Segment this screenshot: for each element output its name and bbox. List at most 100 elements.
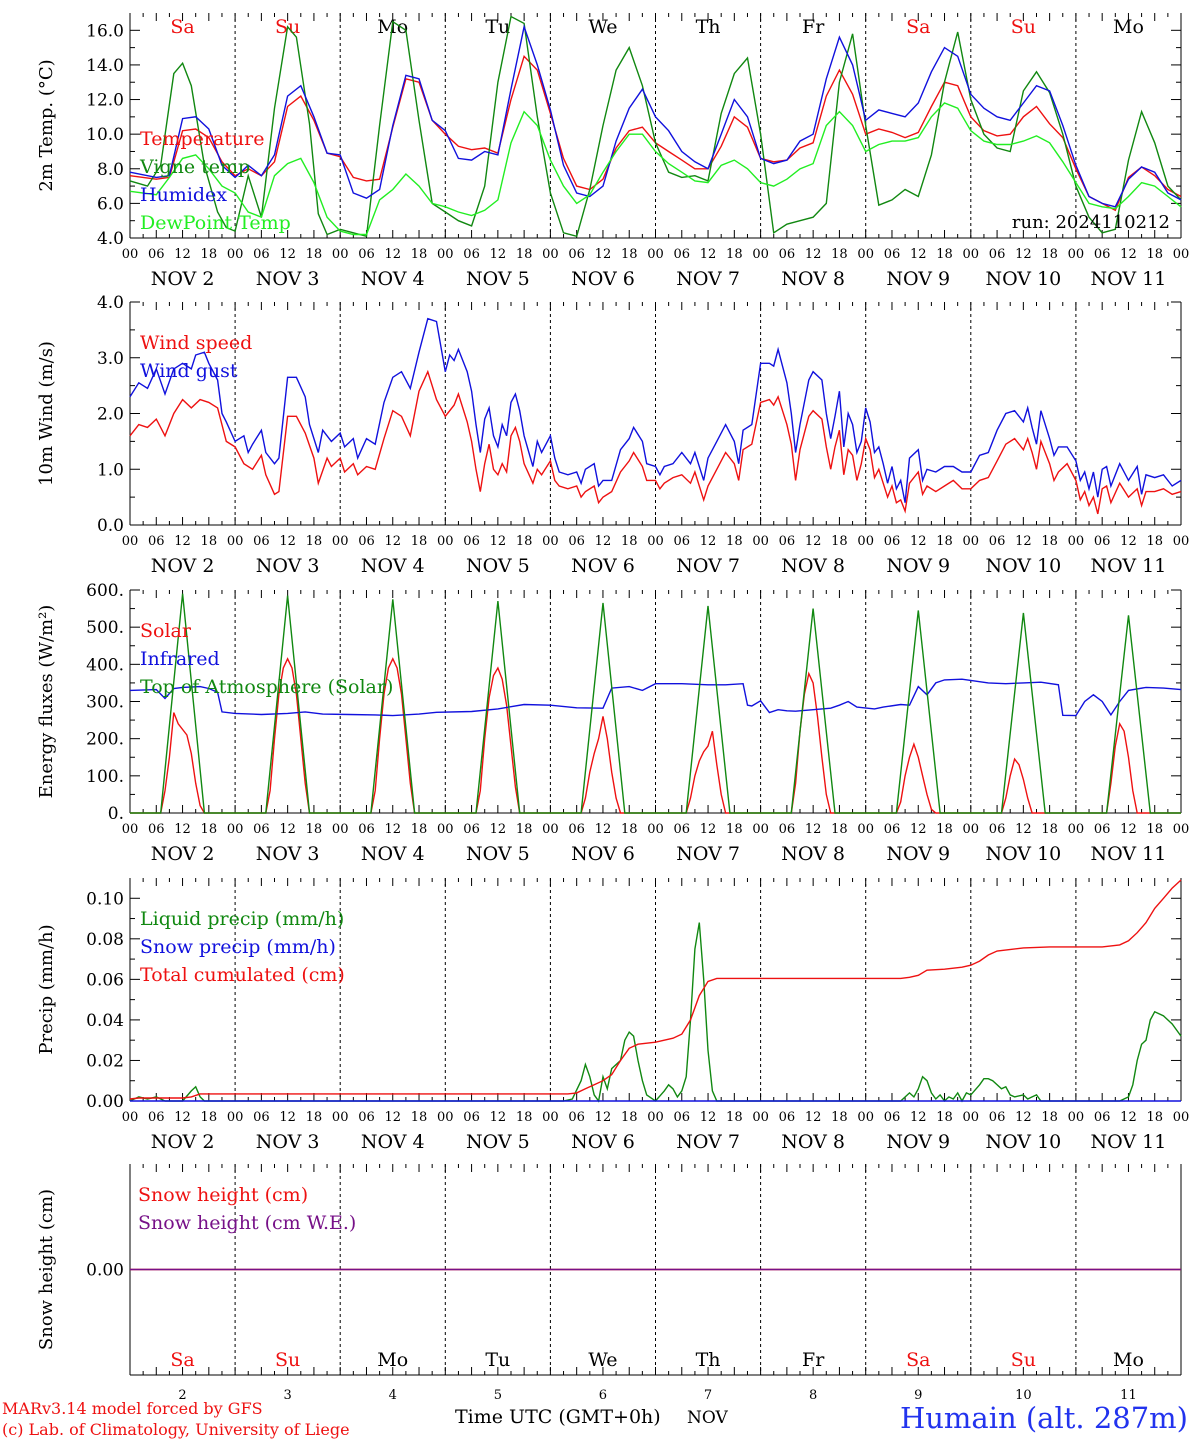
hour-tick-label: 00 xyxy=(857,1110,874,1125)
weekday-label: Sa xyxy=(906,1349,930,1371)
hour-tick-label: 00 xyxy=(122,247,139,262)
date-label: NOV 10 xyxy=(985,843,1061,865)
hour-tick-label: 06 xyxy=(358,534,375,549)
hour-tick-label: 06 xyxy=(148,247,165,262)
weekday-label: Mo xyxy=(1113,1349,1144,1371)
hour-tick-label: 12 xyxy=(805,1110,822,1125)
hour-tick-label: 06 xyxy=(358,247,375,262)
y-tick-label: 0.04 xyxy=(86,1011,124,1031)
hour-tick-label: 12 xyxy=(805,534,822,549)
weekday-label: Tu xyxy=(485,1349,510,1371)
hour-tick-label: 18 xyxy=(201,247,218,262)
hour-tick-label: 06 xyxy=(884,247,901,262)
month-label: NOV xyxy=(687,1408,729,1428)
date-label: NOV 11 xyxy=(1091,1131,1167,1153)
hour-tick-label: 18 xyxy=(201,1110,218,1125)
hour-tick-label: 18 xyxy=(621,1110,638,1125)
hour-tick-label: 00 xyxy=(227,822,244,837)
hour-tick-label: 12 xyxy=(1120,1110,1137,1125)
hour-tick-label: 06 xyxy=(884,1110,901,1125)
y-tick-label: 0.06 xyxy=(86,970,124,990)
series-dewpoint-temp xyxy=(129,102,1182,236)
legend-snow-precip-mm-h: Snow precip (mm/h) xyxy=(140,936,336,958)
hour-tick-label: 06 xyxy=(148,534,165,549)
day-number: 3 xyxy=(284,1388,292,1403)
y-tick-label: 300. xyxy=(86,693,124,713)
hour-tick-label: 12 xyxy=(910,822,927,837)
hour-tick-label: 00 xyxy=(332,1110,349,1125)
date-label: NOV 2 xyxy=(151,555,215,577)
date-label: NOV 7 xyxy=(676,268,740,290)
series-total-cumulated-cm xyxy=(129,879,1182,1100)
hour-tick-label: 12 xyxy=(279,1110,296,1125)
hour-tick-label: 12 xyxy=(384,1110,401,1125)
hour-tick-label: 00 xyxy=(647,1110,664,1125)
hour-tick-label: 18 xyxy=(306,822,323,837)
hour-tick-label: 18 xyxy=(621,247,638,262)
date-label: NOV 3 xyxy=(256,268,320,290)
y-tick-label: 0.0 xyxy=(97,516,124,536)
panel-2: 0.0 1.0 2.0 3.0 4.0 10m Wind (m/s) 00 06 12 18 NOV… xyxy=(36,293,1189,577)
hour-tick-label: 18 xyxy=(411,247,428,262)
weekday-label: Sa xyxy=(906,16,930,38)
hour-tick-label: 18 xyxy=(306,534,323,549)
hour-tick-label: 00 xyxy=(437,534,454,549)
panels-layer: 4.0 6.0 8.0 10.0 12.0 14.0 16.0 2m Temp. (°C) 00… xyxy=(36,13,1189,1403)
weekday-label: Su xyxy=(1011,1349,1036,1371)
date-label: NOV 11 xyxy=(1091,555,1167,577)
day-number: 11 xyxy=(1120,1388,1137,1403)
run-label: run: 2024110212 xyxy=(1012,212,1170,233)
date-label: NOV 11 xyxy=(1091,843,1167,865)
hour-tick-label: 18 xyxy=(726,534,743,549)
y-tick-label: 4.0 xyxy=(97,229,124,249)
hour-tick-label: 18 xyxy=(1041,247,1058,262)
hour-tick-label: 12 xyxy=(700,534,717,549)
hour-tick-label: 00 xyxy=(647,822,664,837)
day-number: 9 xyxy=(914,1388,922,1403)
hour-tick-label: 00 xyxy=(647,534,664,549)
y-tick-label: 500. xyxy=(86,618,124,638)
day-number: 8 xyxy=(809,1388,817,1403)
hour-tick-label: 18 xyxy=(831,822,848,837)
hour-tick-label: 12 xyxy=(1015,247,1032,262)
hour-tick-label: 12 xyxy=(490,1110,507,1125)
hour-tick-label: 06 xyxy=(463,534,480,549)
hour-tick-label: 18 xyxy=(1041,1110,1058,1125)
date-label: NOV 4 xyxy=(361,1131,425,1153)
date-label: NOV 2 xyxy=(151,268,215,290)
hour-tick-label: 00 xyxy=(437,247,454,262)
station-label: Humain (alt. 287m) xyxy=(900,1401,1188,1435)
hour-tick-label: 18 xyxy=(201,534,218,549)
hour-tick-label: 12 xyxy=(174,1110,191,1125)
panel-3: 0. 100. 200. 300. 400. 500. 600. Energy fluxes … xyxy=(36,581,1189,865)
hour-tick-label: 00 xyxy=(752,1110,769,1125)
y-tick-label: 0.00 xyxy=(86,1092,124,1112)
date-label: NOV 3 xyxy=(256,843,320,865)
hour-tick-label: 06 xyxy=(989,1110,1006,1125)
hour-tick-label: 00 xyxy=(857,534,874,549)
weekday-label: Sa xyxy=(170,16,194,38)
y-axis-title: Snow height (cm) xyxy=(36,1189,57,1350)
legend-total-cumulated-cm: Total cumulated (cm) xyxy=(140,964,345,986)
day-number: 10 xyxy=(1015,1388,1032,1403)
hour-tick-label: 00 xyxy=(227,1110,244,1125)
hour-tick-label: 00 xyxy=(1173,822,1190,837)
hour-tick-label: 18 xyxy=(726,822,743,837)
hour-tick-label: 18 xyxy=(1041,534,1058,549)
weekday-label: Fr xyxy=(802,16,825,38)
hour-tick-label: 06 xyxy=(989,822,1006,837)
hour-tick-label: 18 xyxy=(936,247,953,262)
hour-tick-label: 18 xyxy=(411,534,428,549)
hour-tick-label: 06 xyxy=(779,247,796,262)
y-tick-label: 3.0 xyxy=(97,349,124,369)
hour-tick-label: 00 xyxy=(437,822,454,837)
date-label: NOV 4 xyxy=(361,843,425,865)
hour-tick-label: 00 xyxy=(227,247,244,262)
hour-tick-label: 00 xyxy=(122,822,139,837)
hour-tick-label: 00 xyxy=(542,247,559,262)
date-label: NOV 8 xyxy=(781,1131,845,1153)
hour-tick-label: 06 xyxy=(674,822,691,837)
weekday-label: Sa xyxy=(170,1349,194,1371)
y-tick-label: 100. xyxy=(86,767,124,787)
hour-tick-label: 06 xyxy=(674,1110,691,1125)
